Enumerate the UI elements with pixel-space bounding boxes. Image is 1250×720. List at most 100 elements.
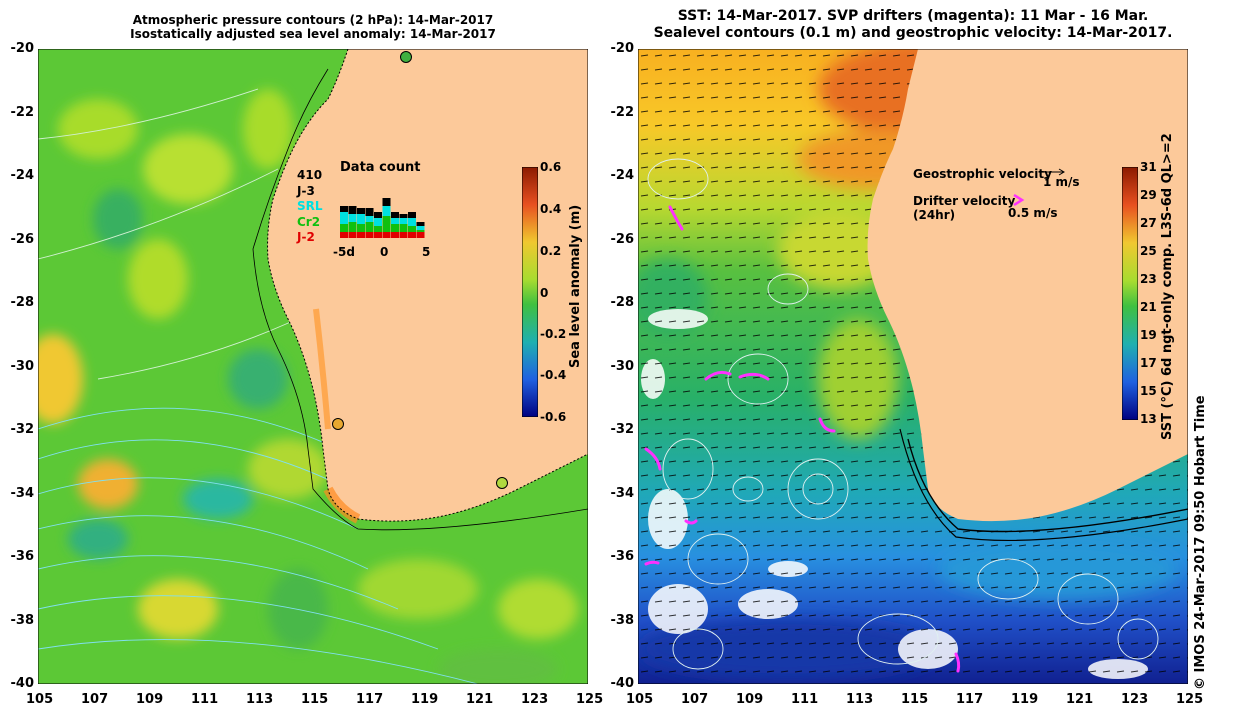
- histogram-bar-segment: [348, 214, 357, 222]
- sla-cb-tick-5: -0.2: [540, 327, 567, 341]
- left-x-tick-111: 111: [191, 692, 219, 707]
- sst-cb-tick-8: 17: [1140, 356, 1157, 370]
- legend-cr2: Cr2: [297, 215, 321, 229]
- sst-cb-tick-6: 21: [1140, 300, 1157, 314]
- sla-colorbar-label: Sea level anomaly (m): [568, 204, 583, 368]
- right-y-tick--38: -38: [610, 612, 635, 628]
- right-x-tick-119: 119: [1011, 692, 1039, 707]
- geostrophic-velocity-label: Geostrophic velocity: [913, 167, 1052, 181]
- histogram-bar-segment: [357, 224, 365, 232]
- right-x-tick-121: 121: [1066, 692, 1094, 707]
- histogram-bar-segment: [382, 206, 391, 216]
- right-x-tick-123: 123: [1121, 692, 1149, 707]
- left-x-tick-119: 119: [411, 692, 439, 707]
- right-y-tick--24: -24: [610, 168, 635, 183]
- histogram-bar-segment: [399, 224, 408, 232]
- right-x-tick-113: 113: [846, 692, 874, 707]
- data-count-histogram: [340, 198, 425, 238]
- left-title-line1: Atmospheric pressure contours (2 hPa): 1…: [132, 13, 494, 27]
- left-y-tick--20: -20: [10, 41, 35, 56]
- legend-j2: J-2: [297, 230, 315, 244]
- histogram-bar-segment: [374, 218, 382, 226]
- histogram-bar-segment: [374, 212, 382, 218]
- histogram-bar-segment: [357, 208, 365, 214]
- left-x-tick-115: 115: [301, 692, 329, 707]
- left-y-tick--26: -26: [10, 231, 35, 247]
- histogram-bar-segment: [408, 226, 416, 232]
- left-x-tick-121: 121: [466, 692, 494, 707]
- histogram-bar-segment: [374, 226, 382, 232]
- drifter-velocity-subtitle: (24hr): [913, 208, 956, 222]
- histogram-bar-segment: [365, 232, 374, 238]
- histogram-bar-segment: [408, 232, 416, 238]
- right-y-tick--20: -20: [610, 41, 635, 56]
- data-count-xtick-1: -5d: [333, 245, 355, 259]
- histogram-bar-segment: [399, 232, 408, 238]
- data-count-xtick-2: 0: [380, 245, 389, 259]
- right-y-tick--32: -32: [610, 422, 635, 437]
- histogram-bar-segment: [408, 218, 416, 226]
- histogram-bar-segment: [340, 212, 348, 224]
- right-y-tick--22: -22: [610, 104, 635, 120]
- left-y-tick--22: -22: [10, 104, 35, 120]
- legend-srl: SRL: [297, 199, 323, 213]
- histogram-bar-segment: [382, 232, 391, 238]
- histogram-bar-segment: [365, 222, 374, 232]
- histogram-bar-segment: [416, 232, 425, 238]
- sst-cb-tick-1: 31: [1140, 160, 1157, 174]
- right-x-tick-105: 105: [626, 692, 654, 707]
- left-y-tick--24: -24: [10, 168, 35, 183]
- sst-cb-tick-10: 13: [1140, 412, 1157, 426]
- drifter-scale-arrow: [1013, 193, 1025, 207]
- histogram-bar-segment: [391, 218, 399, 224]
- histogram-bar-segment: [357, 214, 365, 224]
- histogram-bar-segment: [416, 222, 425, 226]
- data-count-xtick-3: 5: [422, 245, 431, 259]
- sst-cb-tick-5: 23: [1140, 272, 1157, 286]
- histogram-bar-segment: [399, 218, 408, 224]
- right-y-tick--26: -26: [610, 231, 635, 247]
- geostrophic-scale: 1 m/s: [1043, 175, 1080, 189]
- right-title-line1: SST: 14-Mar-2017. SVP drifters (magenta)…: [677, 8, 1149, 24]
- left-x-tick-117: 117: [356, 692, 384, 707]
- histogram-bar-segment: [416, 230, 425, 232]
- sla-cb-tick-3: 0.2: [540, 244, 562, 258]
- sst-colorbar: [1122, 167, 1138, 420]
- histogram-bar-segment: [391, 224, 399, 232]
- left-x-tick-105: 105: [26, 692, 54, 707]
- sst-cb-tick-3: 27: [1140, 216, 1157, 230]
- sst-colorbar-label: SST (°C) 6d ngt-only comp. L3S-6d QL>=2: [1160, 133, 1175, 440]
- histogram-bar-segment: [391, 232, 399, 238]
- drifter-velocity-label: Drifter velocity: [913, 194, 1016, 208]
- legend-j3: J-3: [297, 184, 315, 198]
- histogram-bar-segment: [357, 232, 365, 238]
- left-y-tick--28: -28: [10, 295, 35, 310]
- sst-cb-tick-9: 15: [1140, 384, 1157, 398]
- histogram-bar-segment: [340, 224, 348, 232]
- geostrophic-scale-arrow: [1042, 168, 1065, 176]
- drifter-scale: 0.5 m/s: [1008, 206, 1058, 220]
- sla-cb-tick-4: 0: [540, 286, 549, 300]
- sla-colorbar: [522, 167, 538, 417]
- imos-credit: © IMOS 24-Mar-2017 09:50 Hobart Time: [1193, 395, 1208, 690]
- right-x-tick-125: 125: [1176, 692, 1204, 707]
- right-x-tick-109: 109: [736, 692, 764, 707]
- histogram-bar-segment: [399, 214, 408, 218]
- sla-cb-tick-6: -0.4: [540, 368, 567, 382]
- data-count-title: Data count: [340, 160, 421, 175]
- left-y-tick--30: -30: [10, 358, 35, 374]
- right-y-tick--30: -30: [610, 358, 635, 374]
- histogram-bar-segment: [348, 222, 357, 232]
- histogram-bar-segment: [348, 232, 357, 238]
- left-x-tick-113: 113: [246, 692, 274, 707]
- histogram-bar-segment: [340, 232, 348, 238]
- left-y-tick--38: -38: [10, 612, 35, 628]
- sla-cb-tick-1: 0.6: [540, 160, 562, 174]
- left-y-tick--32: -32: [10, 422, 35, 437]
- histogram-bar-segment: [365, 208, 374, 216]
- sst-cb-tick-7: 19: [1140, 328, 1157, 342]
- histogram-bar-segment: [348, 206, 357, 214]
- left-x-tick-123: 123: [521, 692, 549, 707]
- right-x-tick-115: 115: [901, 692, 929, 707]
- left-x-tick-107: 107: [81, 692, 109, 707]
